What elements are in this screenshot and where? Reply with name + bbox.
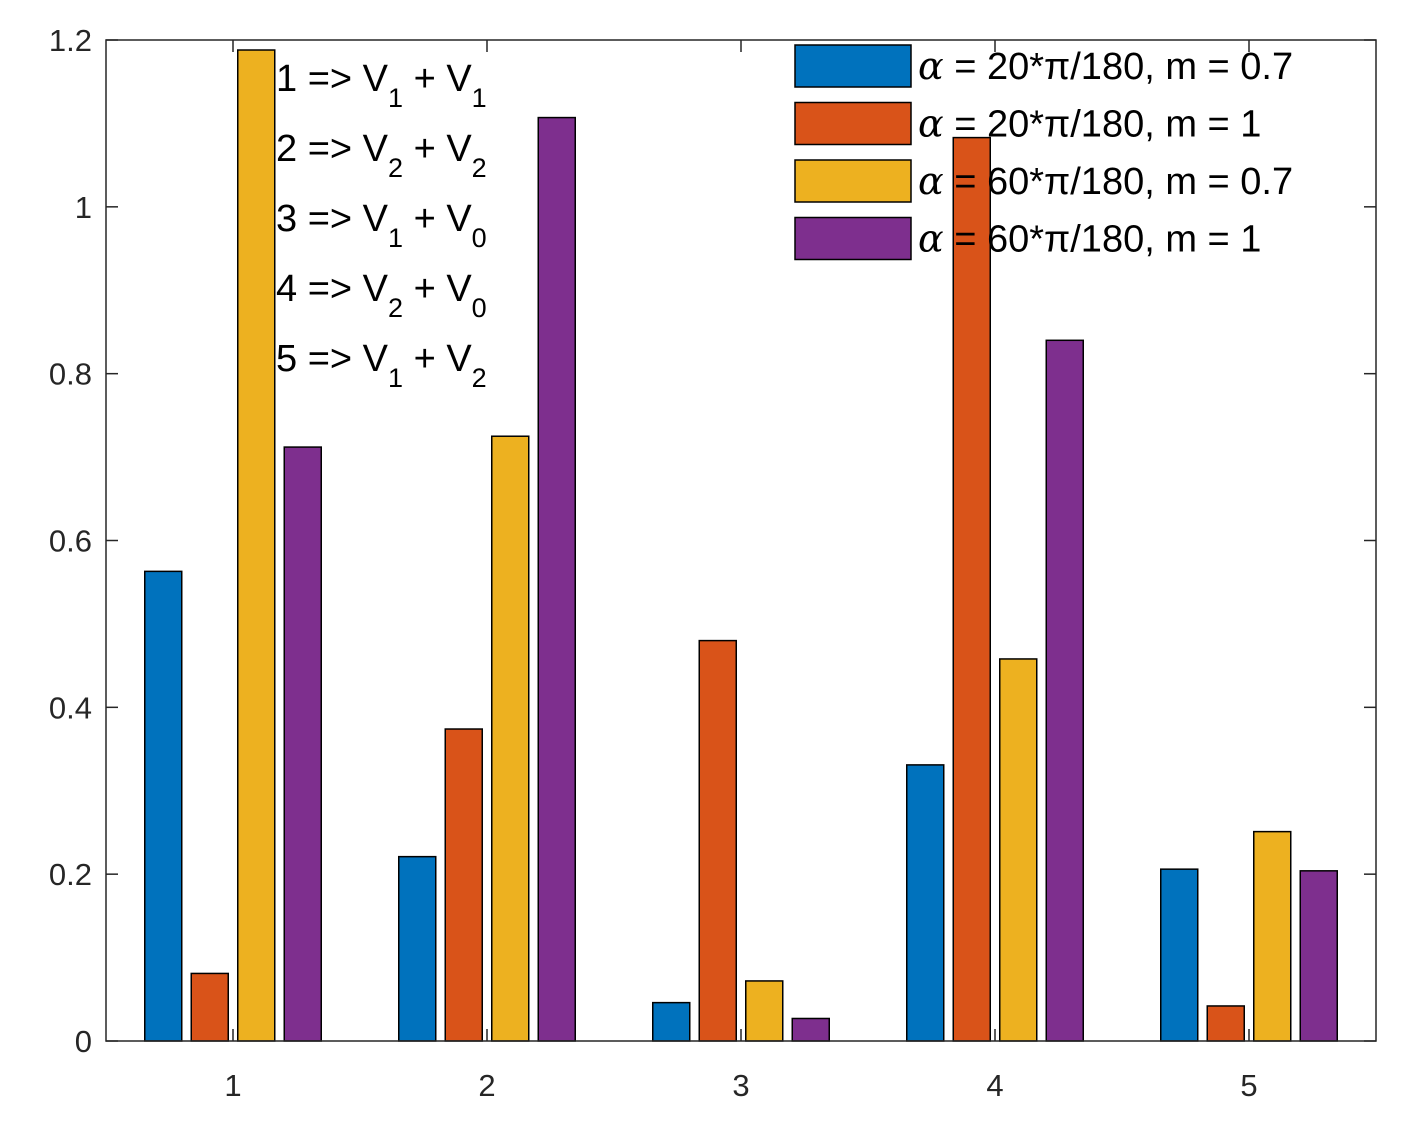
legend-swatch-2 xyxy=(794,101,912,146)
legend-label-3: α = 60*π/180, m = 0.7 xyxy=(918,159,1293,203)
bar-3-cat-3 xyxy=(745,980,784,1042)
bars-group xyxy=(144,49,1338,1042)
bar-4-cat-5 xyxy=(1299,870,1338,1042)
annotation-line-2: 2 => V2 + V2 xyxy=(276,128,487,183)
x-tick-label: 4 xyxy=(986,1068,1003,1103)
bar-2-cat-4 xyxy=(952,136,991,1042)
x-tick-label: 2 xyxy=(478,1068,495,1103)
bar-4-cat-1 xyxy=(283,446,322,1042)
bar-3-cat-1 xyxy=(237,49,276,1042)
y-tick-label: 0.4 xyxy=(49,690,92,725)
y-tick-label: 0.8 xyxy=(49,357,92,392)
legend: α = 20*π/180, m = 0.7 α = 20*π/180, m = 1… xyxy=(794,44,1293,261)
bar-3-cat-2 xyxy=(491,435,530,1042)
legend-label-1: α = 20*π/180, m = 0.7 xyxy=(918,44,1293,88)
annotation-line-5: 5 => V1 + V2 xyxy=(276,338,487,393)
legend-label-4: α = 60*π/180, m = 1 xyxy=(918,217,1261,261)
bar-1-cat-4 xyxy=(906,764,945,1042)
y-tick-label: 1.2 xyxy=(49,23,92,58)
legend-swatch-1 xyxy=(794,44,912,88)
bar-1-cat-1 xyxy=(144,570,183,1042)
legend-label-2: α = 20*π/180, m = 1 xyxy=(918,102,1261,146)
x-tick-label: 3 xyxy=(732,1068,749,1103)
legend-swatch-3 xyxy=(794,159,912,203)
x-tick-label: 5 xyxy=(1240,1068,1257,1103)
legend-items: α = 20*π/180, m = 0.7 α = 20*π/180, m = 1… xyxy=(794,44,1293,261)
y-tick-label: 1 xyxy=(75,190,92,225)
annotation-line-4: 4 => V2 + V0 xyxy=(276,268,487,323)
bar-4-cat-4 xyxy=(1045,339,1084,1042)
bar-2-cat-1 xyxy=(190,972,229,1042)
bar-2-cat-3 xyxy=(698,639,737,1042)
bar-1-cat-2 xyxy=(398,855,437,1042)
bar-1-cat-3 xyxy=(652,1001,691,1042)
y-tick-label: 0.6 xyxy=(49,524,92,559)
annotation-text: 1 => V1 + V1 2 => V2 + V2 3 => V1 + V0 4 =>… xyxy=(276,58,487,393)
legend-swatch-4 xyxy=(794,216,912,261)
bar-2-cat-2 xyxy=(444,728,483,1042)
y-tick-label: 0 xyxy=(75,1024,92,1059)
x-axis: 1 2 3 4 5 xyxy=(224,40,1258,1103)
x-tick-label: 1 xyxy=(224,1068,241,1103)
bar-1-cat-5 xyxy=(1160,868,1199,1042)
annotation-line-1: 1 => V1 + V1 xyxy=(276,58,487,113)
y-tick-label: 0.2 xyxy=(49,857,92,892)
bar-2-cat-5 xyxy=(1206,1005,1245,1042)
y-axis: 0 0.2 0.4 0.6 0.8 1 1.2 xyxy=(49,23,1376,1059)
bar-4-cat-2 xyxy=(537,116,576,1042)
bar-3-cat-5 xyxy=(1253,830,1292,1042)
bar-3-cat-4 xyxy=(999,658,1038,1042)
annotation-line-3: 3 => V1 + V0 xyxy=(276,198,487,253)
bar-4-cat-3 xyxy=(791,1017,830,1042)
